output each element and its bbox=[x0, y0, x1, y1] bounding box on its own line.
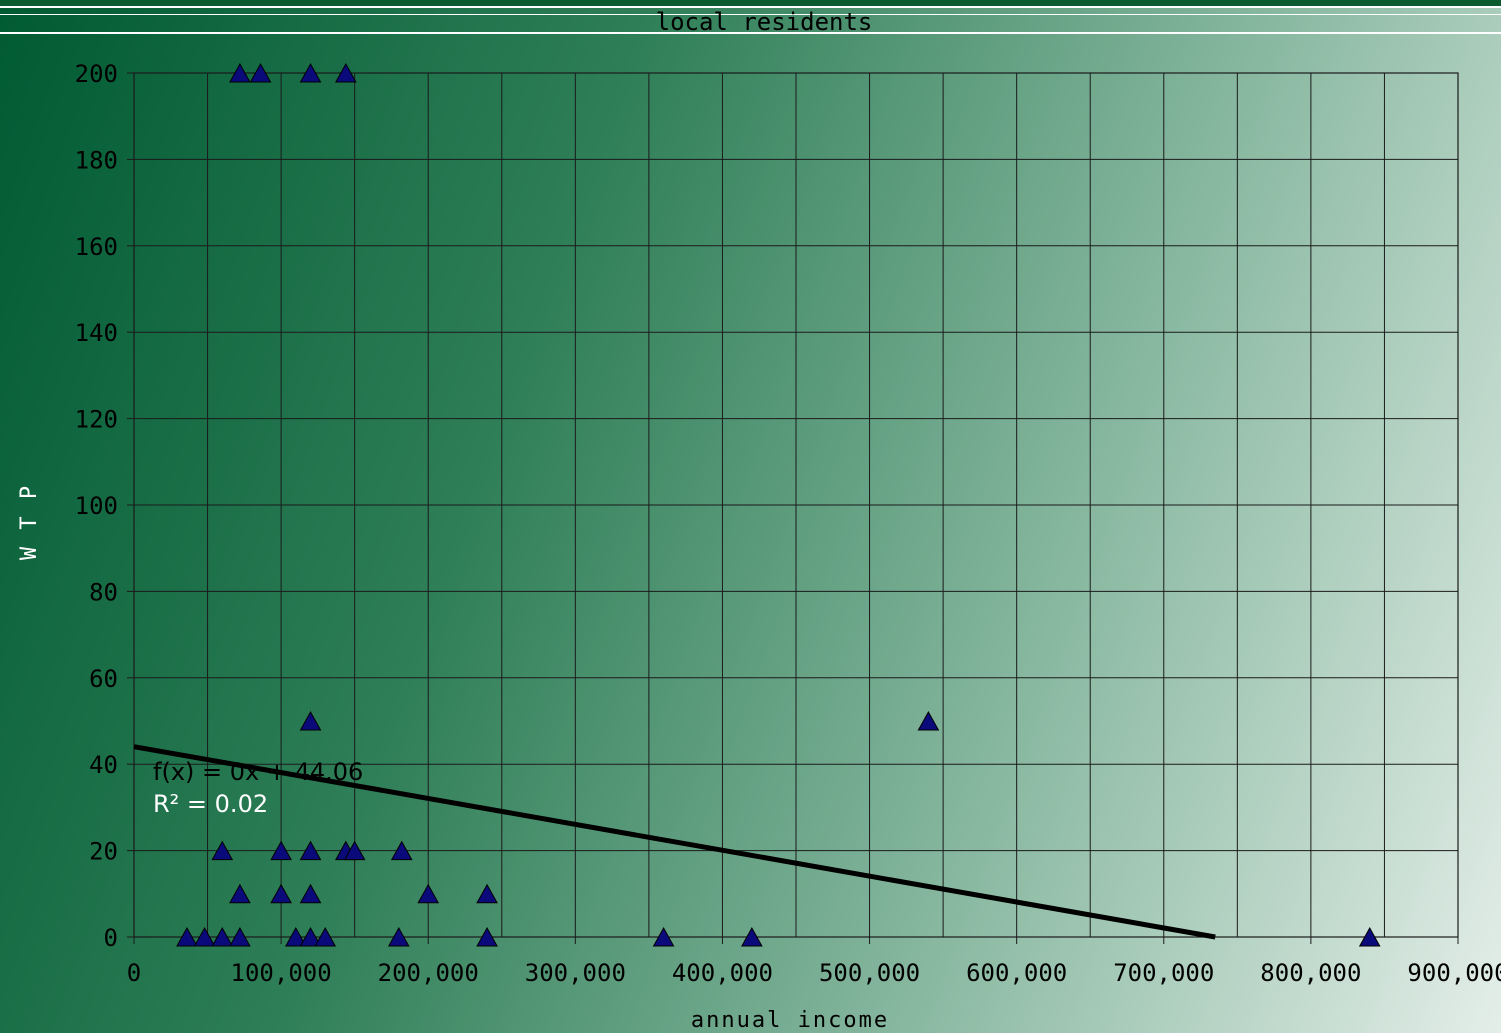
data-point bbox=[299, 62, 322, 83]
x-axis-ticks: 0 100,000 200,000 300,000 400,000 500,000 600,… bbox=[127, 937, 1501, 987]
x-tick-label: 300,000 bbox=[525, 959, 626, 987]
y-tick-label: 140 bbox=[75, 319, 118, 347]
data-point bbox=[249, 62, 272, 83]
data-point bbox=[299, 710, 322, 731]
trendline-equation: f(x) = 0x + 44.06 bbox=[153, 758, 363, 786]
y-tick-label: 120 bbox=[75, 406, 118, 434]
data-point bbox=[334, 62, 357, 83]
data-points bbox=[176, 62, 1381, 947]
data-point bbox=[193, 926, 216, 947]
data-point bbox=[390, 840, 413, 861]
data-point bbox=[343, 840, 366, 861]
data-point bbox=[211, 926, 234, 947]
data-point bbox=[229, 62, 251, 83]
data-point bbox=[176, 926, 198, 947]
x-tick-label: 0 bbox=[127, 959, 141, 987]
y-tick-label: 180 bbox=[75, 146, 118, 174]
y-tick-label: 20 bbox=[89, 838, 118, 866]
data-point bbox=[741, 926, 763, 947]
data-point bbox=[270, 883, 292, 904]
x-tick-label: 100,000 bbox=[231, 959, 332, 987]
x-tick-label: 400,000 bbox=[672, 959, 773, 987]
y-axis-label: W T P bbox=[17, 484, 42, 560]
data-point bbox=[299, 840, 322, 861]
trendline-group bbox=[133, 744, 1216, 940]
data-point bbox=[284, 926, 307, 947]
data-point bbox=[299, 883, 322, 904]
data-point bbox=[270, 840, 292, 861]
x-tick-label: 700,000 bbox=[1113, 959, 1214, 987]
data-point bbox=[417, 883, 440, 904]
y-tick-label: 0 bbox=[104, 924, 118, 952]
y-tick-label: 40 bbox=[89, 751, 118, 779]
data-point bbox=[211, 840, 234, 861]
data-point bbox=[387, 926, 410, 947]
data-point bbox=[229, 883, 251, 904]
data-point bbox=[652, 926, 675, 947]
data-point bbox=[476, 883, 498, 904]
trendline bbox=[133, 744, 1216, 940]
y-tick-label: 160 bbox=[75, 233, 118, 261]
x-tick-label: 900,000 bbox=[1407, 959, 1501, 987]
grid-lines bbox=[134, 73, 1458, 937]
y-tick-label: 60 bbox=[89, 665, 118, 693]
y-tick-label: 200 bbox=[75, 60, 118, 88]
y-tick-label: 80 bbox=[89, 578, 118, 606]
data-point bbox=[917, 710, 940, 731]
trendline-r-squared: R² = 0.02 bbox=[153, 790, 268, 818]
x-tick-label: 800,000 bbox=[1260, 959, 1361, 987]
data-point bbox=[299, 926, 322, 947]
data-point bbox=[314, 926, 337, 947]
chart-title: local residents bbox=[656, 8, 873, 36]
data-point bbox=[229, 926, 251, 947]
y-tick-label: 100 bbox=[75, 492, 118, 520]
data-point bbox=[476, 926, 498, 947]
x-tick-label: 500,000 bbox=[819, 959, 920, 987]
x-axis-label: annual income bbox=[691, 1008, 889, 1033]
header-band bbox=[0, 0, 1501, 36]
y-axis-ticks: 0 20 40 60 80 100 120 140 160 180 200 bbox=[75, 60, 134, 952]
data-point bbox=[1358, 926, 1381, 947]
x-tick-label: 200,000 bbox=[378, 959, 479, 987]
x-tick-label: 600,000 bbox=[966, 959, 1067, 987]
